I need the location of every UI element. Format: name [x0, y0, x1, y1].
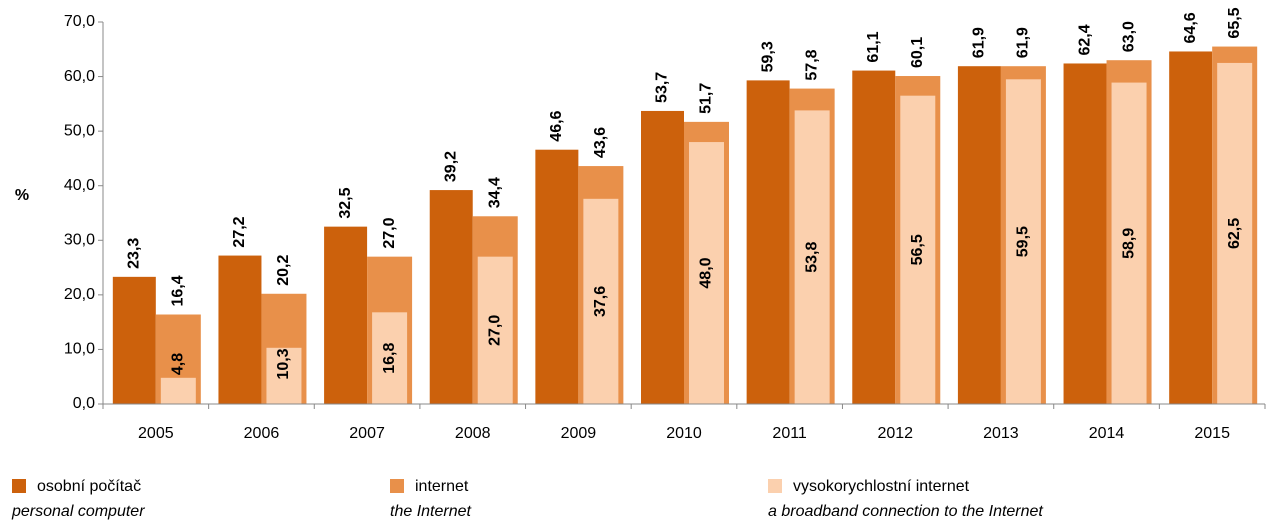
- data-label: 10,3: [275, 348, 292, 379]
- legend-label: internet: [415, 478, 469, 495]
- data-label: 23,3: [126, 238, 143, 269]
- bar: [1111, 82, 1147, 405]
- data-label: 4,8: [170, 353, 187, 375]
- data-label: 59,3: [759, 41, 776, 72]
- bar: [1217, 62, 1253, 405]
- legend-marker: [390, 479, 404, 493]
- bar: [746, 80, 790, 405]
- data-label: 37,6: [592, 286, 609, 317]
- data-label: 53,8: [803, 242, 820, 273]
- y-tick-label: 70,0: [64, 13, 95, 30]
- bar: [957, 66, 1001, 405]
- bar: [641, 110, 684, 405]
- data-label: 63,0: [1120, 21, 1137, 52]
- data-label: 46,6: [548, 110, 565, 141]
- data-label: 53,7: [654, 72, 671, 103]
- legend-label-en: a broadband connection to the Internet: [768, 503, 1043, 520]
- x-tick-label: 2012: [877, 425, 913, 442]
- data-label: 62,4: [1076, 24, 1093, 55]
- data-label: 39,2: [442, 151, 459, 182]
- data-label: 65,5: [1226, 7, 1243, 38]
- bar: [112, 276, 156, 404]
- data-label: 60,1: [909, 37, 926, 68]
- legend-marker: [12, 479, 26, 493]
- y-tick-label: 10,0: [64, 341, 95, 358]
- bar: [900, 95, 936, 405]
- bar: [160, 377, 196, 404]
- bar: [266, 347, 302, 404]
- bar: [372, 312, 408, 404]
- bar: [535, 149, 579, 404]
- bar: [1005, 79, 1041, 405]
- legend-label-en: personal computer: [11, 503, 145, 520]
- legend-label-en: the Internet: [390, 503, 472, 520]
- x-tick-label: 2015: [1194, 425, 1230, 442]
- data-label: 56,5: [909, 234, 926, 265]
- y-tick-label: 50,0: [64, 122, 95, 139]
- data-label: 27,0: [486, 315, 503, 346]
- bar: [218, 255, 262, 404]
- data-label: 32,5: [337, 187, 354, 218]
- bar: [1169, 51, 1213, 405]
- data-label: 59,5: [1015, 226, 1032, 257]
- x-tick-label: 2014: [1089, 425, 1125, 442]
- data-label: 51,7: [698, 83, 715, 114]
- data-label: 27,0: [381, 217, 398, 248]
- bar: [852, 70, 896, 404]
- legend-label: osobní počítač: [37, 478, 141, 495]
- bar: [689, 142, 724, 405]
- y-tick-label: 40,0: [64, 177, 95, 194]
- data-label: 34,4: [486, 177, 503, 208]
- x-tick-label: 2006: [244, 425, 280, 442]
- x-tick-label: 2010: [666, 425, 702, 442]
- x-tick-label: 2007: [349, 425, 385, 442]
- y-tick-label: 0,0: [73, 395, 95, 412]
- bar: [794, 110, 830, 405]
- x-tick-label: 2009: [561, 425, 597, 442]
- data-label: 27,2: [231, 216, 248, 247]
- bar: [1063, 63, 1107, 405]
- data-label: 58,9: [1120, 228, 1137, 259]
- data-label: 61,9: [971, 27, 988, 58]
- bar: [583, 198, 619, 404]
- bar: [324, 226, 368, 404]
- legend-marker: [768, 479, 782, 493]
- x-tick-label: 2013: [983, 425, 1019, 442]
- data-label: 48,0: [698, 257, 715, 288]
- y-tick-label: 20,0: [64, 286, 95, 303]
- y-tick-label: 60,0: [64, 68, 95, 85]
- legend-label: vysokorychlostní internet: [793, 478, 970, 495]
- data-label: 61,1: [865, 31, 882, 62]
- data-label: 57,8: [803, 49, 820, 80]
- y-tick-label: 30,0: [64, 232, 95, 249]
- data-label: 20,2: [275, 255, 292, 286]
- x-tick-label: 2005: [138, 425, 174, 442]
- x-tick-label: 2008: [455, 425, 491, 442]
- x-tick-label: 2011: [772, 425, 807, 442]
- y-axis-label: %: [15, 187, 29, 204]
- data-label: 16,4: [170, 275, 187, 306]
- data-label: 16,8: [381, 342, 398, 373]
- data-label: 64,6: [1182, 12, 1199, 43]
- bar: [429, 190, 473, 404]
- data-label: 61,9: [1015, 27, 1032, 58]
- data-label: 43,6: [592, 127, 609, 158]
- bar: [477, 256, 513, 404]
- data-label: 62,5: [1226, 218, 1243, 249]
